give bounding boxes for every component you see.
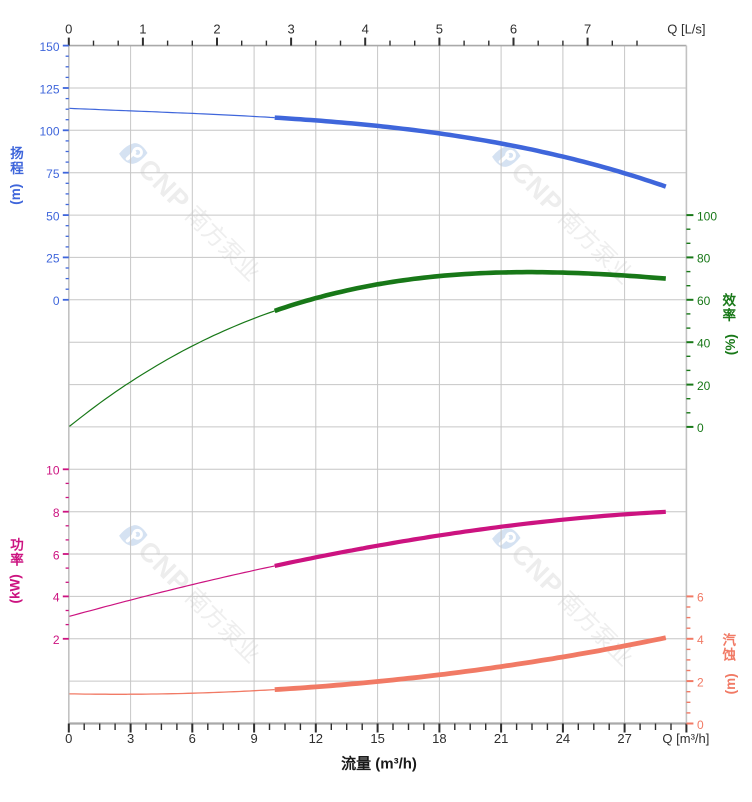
svg-text:流量 (m³/h): 流量 (m³/h) <box>341 755 417 773</box>
svg-text:1: 1 <box>139 21 146 36</box>
svg-text:功: 功 <box>10 538 24 553</box>
svg-text:0: 0 <box>65 21 72 36</box>
svg-text:率: 率 <box>723 307 737 323</box>
svg-text:7: 7 <box>584 21 591 36</box>
svg-text:6: 6 <box>189 731 196 746</box>
svg-text:率: 率 <box>10 552 24 568</box>
svg-text:8: 8 <box>53 506 60 520</box>
svg-text:25: 25 <box>46 252 60 266</box>
svg-text:10: 10 <box>46 464 60 478</box>
svg-text:6: 6 <box>510 21 517 36</box>
svg-text:80: 80 <box>697 252 711 266</box>
svg-text:60: 60 <box>697 294 711 308</box>
svg-text:12: 12 <box>309 731 323 746</box>
svg-text:(kW): (kW) <box>7 574 22 603</box>
svg-text:0: 0 <box>65 731 72 746</box>
svg-text:20: 20 <box>697 379 711 393</box>
svg-text:3: 3 <box>287 21 294 36</box>
svg-text:50: 50 <box>46 209 60 223</box>
svg-text:(m): (m) <box>8 184 23 205</box>
svg-text:6: 6 <box>53 548 60 562</box>
svg-text:125: 125 <box>39 82 59 96</box>
svg-text:汽: 汽 <box>723 632 737 648</box>
svg-text:24: 24 <box>556 731 570 746</box>
svg-text:18: 18 <box>432 731 446 746</box>
svg-text:15: 15 <box>370 731 384 746</box>
svg-text:2: 2 <box>53 633 60 647</box>
svg-text:100: 100 <box>697 209 717 223</box>
svg-text:2: 2 <box>697 675 704 689</box>
svg-text:Q [m³/h]: Q [m³/h] <box>662 731 709 746</box>
svg-text:3: 3 <box>127 731 134 746</box>
svg-text:效: 效 <box>723 292 737 308</box>
svg-text:150: 150 <box>39 40 59 54</box>
svg-text:0: 0 <box>53 294 60 308</box>
svg-text:5: 5 <box>436 21 443 36</box>
svg-text:Q [L/s]: Q [L/s] <box>667 21 705 36</box>
svg-text:4: 4 <box>697 633 704 647</box>
svg-text:6: 6 <box>697 591 704 605</box>
svg-text:21: 21 <box>494 731 508 746</box>
svg-text:(m): (m) <box>723 673 738 694</box>
svg-text:蚀: 蚀 <box>722 647 737 663</box>
svg-text:40: 40 <box>697 337 711 351</box>
svg-text:0: 0 <box>697 421 704 435</box>
svg-text:4: 4 <box>53 591 60 605</box>
svg-text:0: 0 <box>697 718 704 732</box>
svg-text:75: 75 <box>46 167 60 181</box>
svg-text:9: 9 <box>250 731 257 746</box>
svg-text:(%): (%) <box>723 334 738 355</box>
svg-text:27: 27 <box>617 731 631 746</box>
svg-text:4: 4 <box>362 21 369 36</box>
svg-text:100: 100 <box>39 125 59 139</box>
svg-text:2: 2 <box>213 21 220 36</box>
svg-text:扬: 扬 <box>10 145 24 161</box>
svg-text:程: 程 <box>10 161 24 176</box>
